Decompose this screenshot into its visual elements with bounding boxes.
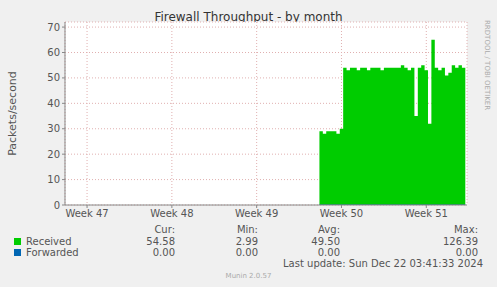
svg-text:Week 48: Week 48 (150, 208, 193, 219)
html-text:Munin 2.0.57: Munin 2.0.57 (225, 272, 272, 280)
html-text:0.00: 0.00 (455, 247, 478, 258)
html-text:Last update: Sun Dec 22 03:41:: Last update: Sun Dec 22 03:41:33 2024 (283, 258, 483, 269)
svg-text:Week 50: Week 50 (320, 208, 363, 219)
html-text:Received: Received (26, 236, 72, 247)
html-text:2.99: 2.99 (235, 236, 258, 247)
html-text:Max:: Max: (454, 224, 478, 235)
html-text:54.58: 54.58 (146, 236, 175, 247)
html-text:Firewall Throughput - by month: Firewall Throughput - by month (154, 10, 343, 24)
svg-text:60: 60 (47, 47, 60, 58)
html-text:49.50: 49.50 (311, 236, 340, 247)
html-text:0.00: 0.00 (152, 247, 175, 258)
html-text:RRDTOOL / TOBI OETIKER: RRDTOOL / TOBI OETIKER (483, 20, 491, 111)
svg-text:Week 51: Week 51 (405, 208, 448, 219)
svg-text:10: 10 (47, 174, 60, 185)
html-text:0.00: 0.00 (317, 247, 340, 258)
svg-text:70: 70 (47, 22, 60, 33)
html-text:Avg:: Avg: (318, 224, 340, 235)
svg-text:30: 30 (47, 123, 60, 134)
svg-text:Week 47: Week 47 (65, 208, 108, 219)
svg-text:50: 50 (47, 72, 60, 83)
svg-text:Packets/second: Packets/second (8, 71, 19, 156)
svg-text:40: 40 (47, 98, 60, 109)
svg-text:20: 20 (47, 149, 60, 160)
svg-text:0: 0 (54, 200, 60, 211)
svg-text:Week 49: Week 49 (235, 208, 278, 219)
html-text:0.00: 0.00 (235, 247, 258, 258)
html-text:Min:: Min: (236, 224, 258, 235)
html-text:Forwarded: Forwarded (26, 247, 79, 258)
html-text:126.39: 126.39 (443, 236, 478, 247)
html-text:Cur:: Cur: (154, 224, 175, 235)
